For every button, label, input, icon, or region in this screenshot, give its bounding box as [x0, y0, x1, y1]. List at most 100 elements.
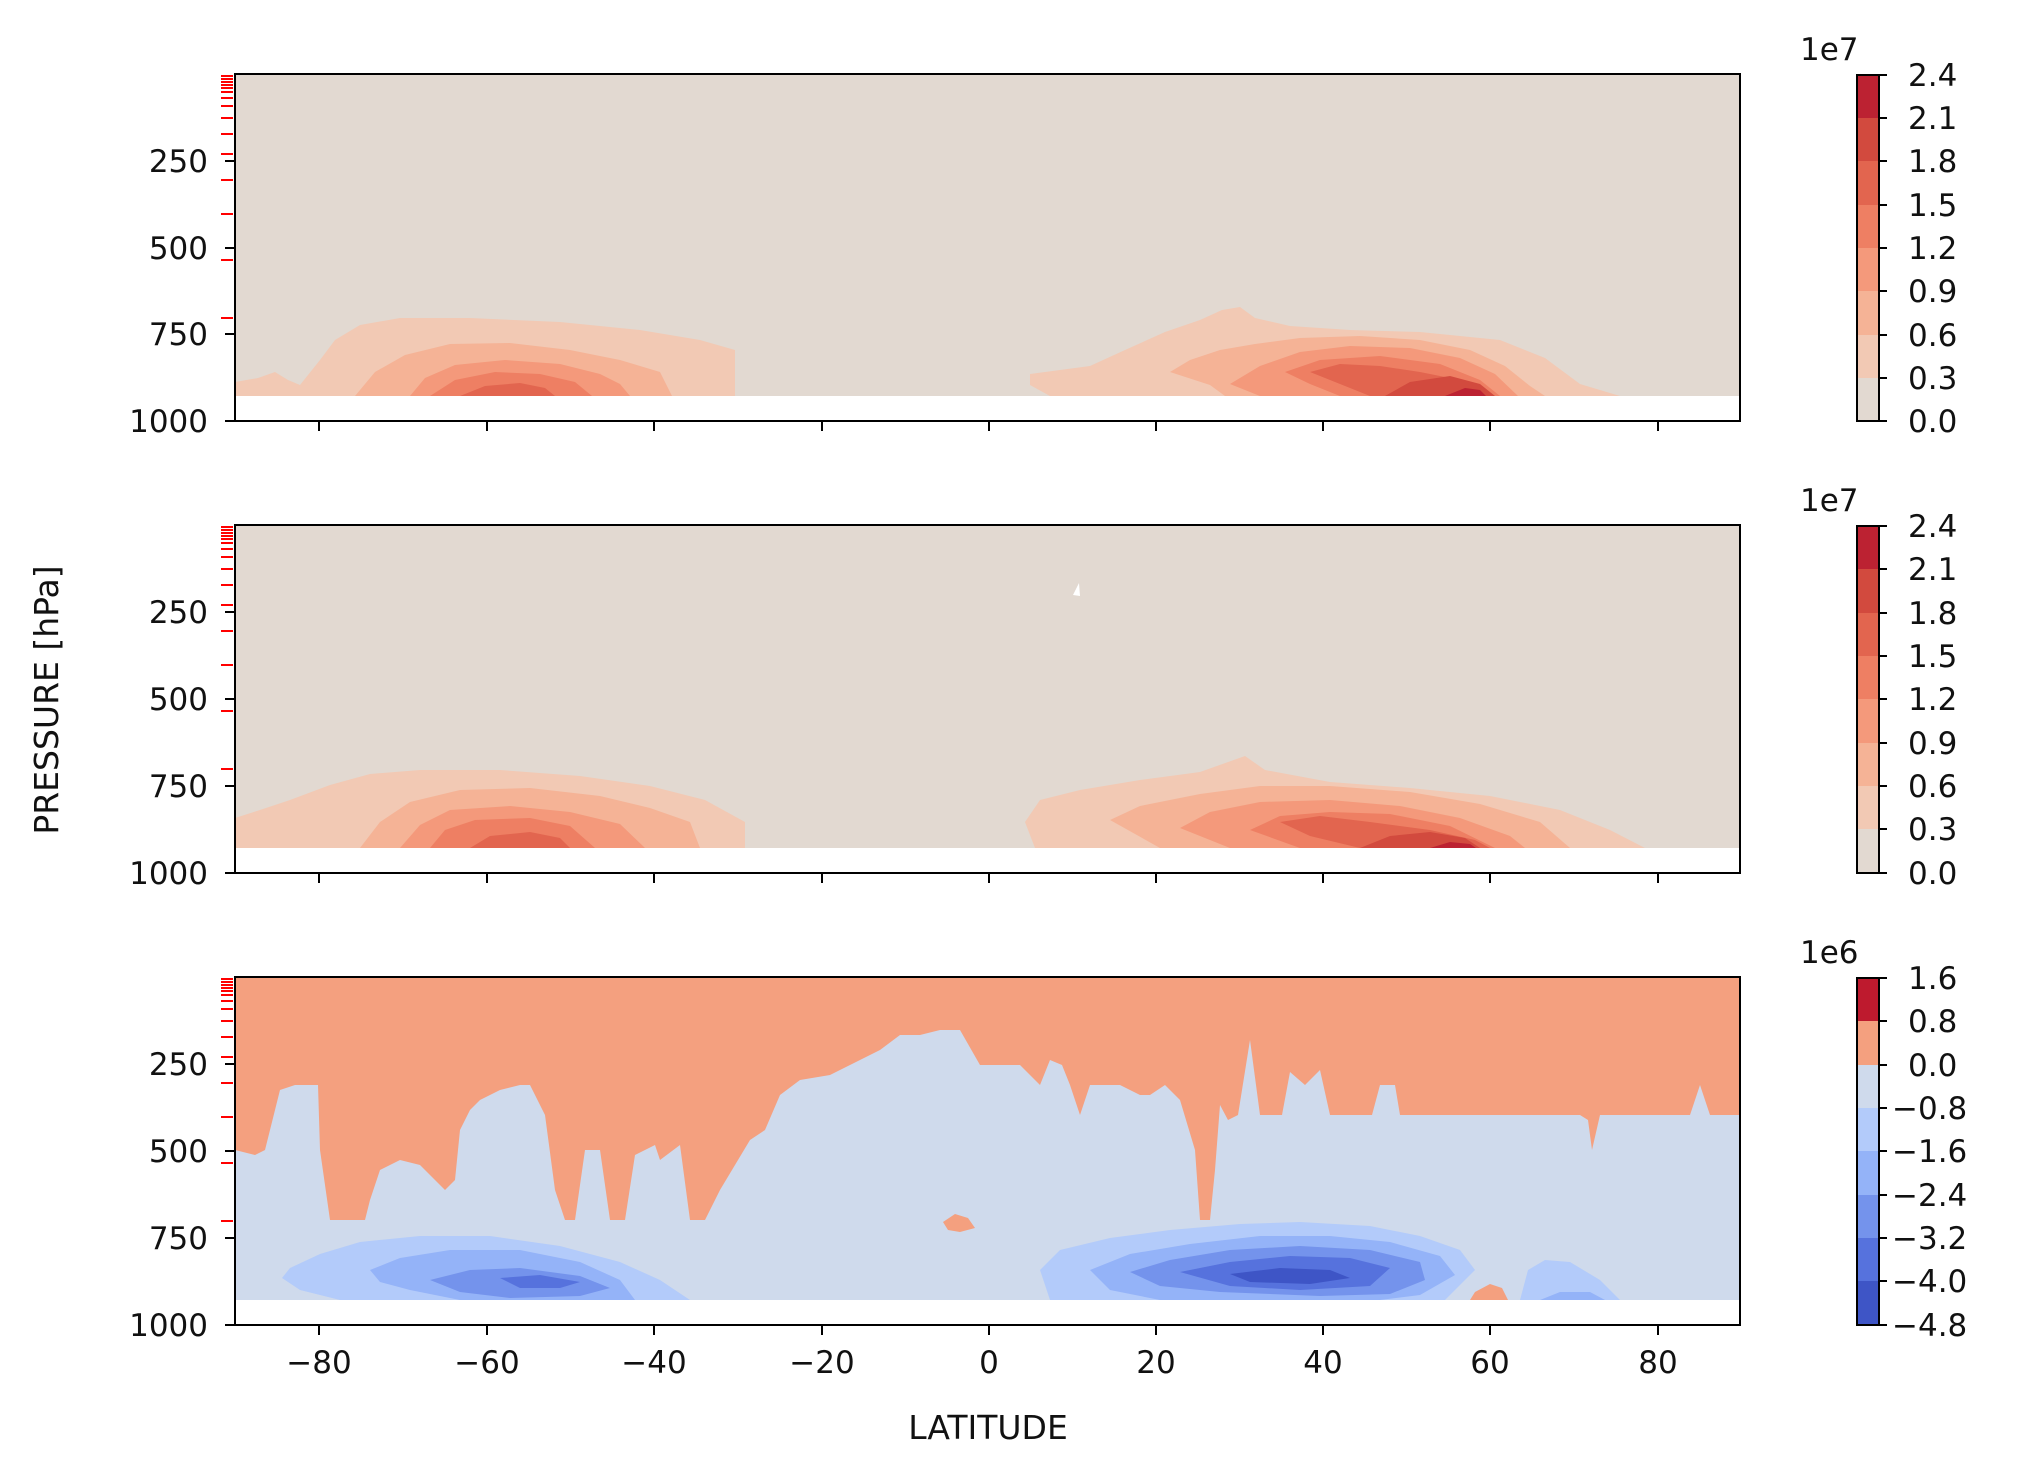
panel-1-y-tick-1000: 1000 [129, 404, 208, 440]
colorbar-2-segment-4 [1857, 699, 1879, 743]
panel-3-positive-blob-equator [943, 1214, 975, 1232]
panel-1-contour-level-1-5 [460, 383, 555, 396]
panel-3-x-ticks: −80 −60 −40 −20 0 20 40 60 80 [286, 1325, 1678, 1381]
colorbar-1-tick-label-2: 1.8 [1908, 144, 1957, 180]
colorbar-1-tick-label-7: 0.3 [1908, 361, 1957, 397]
colorbar-3-tick-label-2: 0.0 [1908, 1048, 1957, 1084]
panel-2-y-tick-500: 500 [149, 682, 208, 718]
panel-2-missing-value-notch [1073, 583, 1080, 596]
colorbar-1-tick-label-6: 0.6 [1908, 318, 1957, 354]
panel-3-contour-level-neg-0-8-far-north [1520, 1260, 1620, 1300]
colorbar-3-scale-label: 1e6 [1800, 935, 1859, 971]
colorbar-1-segment-8 [1857, 75, 1879, 118]
colorbar-1-tick-label-0: 2.4 [1908, 58, 1957, 94]
panel-1: 250 500 750 1000 [129, 32, 1957, 440]
panel-2-contour-level-2-1-north [1430, 842, 1476, 848]
colorbar-1-segment-3 [1857, 291, 1879, 335]
panel-3-y-ticks: 250 500 750 1000 [129, 1047, 235, 1344]
panel-3-x-tick-0: 0 [979, 1345, 999, 1381]
panel-3-x-tick-60: 60 [1470, 1345, 1509, 1381]
panel-2-contour-level-1-5 [470, 832, 570, 848]
panel-1-y-tick-250: 250 [149, 144, 208, 180]
colorbar-2-segment-6 [1857, 613, 1879, 656]
colorbar-1-segment-5 [1857, 205, 1879, 248]
colorbar-1-tick-label-1: 2.1 [1908, 101, 1957, 137]
colorbar-3-tick-label-7: −4.0 [1892, 1264, 1967, 1300]
colorbar-1-scale-label: 1e7 [1800, 32, 1859, 68]
panel-3-positive-region [235, 977, 1740, 1220]
colorbar-2-scale-label: 1e7 [1800, 483, 1859, 519]
panel-3-contour-level-neg-3-2 [500, 1275, 580, 1288]
colorbar-1-tick-label-5: 0.9 [1908, 274, 1957, 310]
colorbar-3-segment-2 [1857, 1238, 1879, 1281]
panel-1-contour-field [235, 74, 1740, 396]
panel-3-x-tick-neg40: −40 [621, 1345, 686, 1381]
y-axis-title: PRESSURE [hPa] [27, 565, 66, 834]
colorbar-3-tick-label-1: 0.8 [1908, 1004, 1957, 1040]
colorbar-2-tick-label-1: 2.1 [1908, 552, 1957, 588]
panel-1-colorbar: 2.4 2.1 1.8 1.5 1.2 0.9 0.6 0.3 0.0 1e7 [1800, 32, 1957, 440]
panel-2-y-ticks: 250 500 750 1000 [129, 595, 235, 892]
colorbar-1-tick-label-3: 1.5 [1908, 188, 1957, 224]
colorbar-3-tick-label-4: −1.6 [1892, 1134, 1967, 1170]
colorbar-1-segment-7 [1857, 118, 1879, 161]
colorbar-1-segment-6 [1857, 161, 1879, 205]
colorbar-1-segment-1 [1857, 378, 1879, 421]
panel-3-y-tick-500: 500 [149, 1134, 208, 1170]
colorbar-2-tick-label-7: 0.3 [1908, 812, 1957, 848]
panel-2: 250 500 750 1000 [129, 483, 1957, 892]
colorbar-3-tick-label-5: −2.4 [1892, 1178, 1967, 1214]
colorbar-2-tick-label-2: 1.8 [1908, 596, 1957, 632]
panel-3-x-tick-neg60: −60 [454, 1345, 519, 1381]
colorbar-3-segment-5 [1857, 1108, 1879, 1151]
panel-2-contour-field [235, 525, 1740, 848]
panel-2-minor-ticks [221, 526, 233, 770]
colorbar-2-ticks [1879, 525, 1887, 874]
panel-3-x-tick-neg20: −20 [789, 1345, 854, 1381]
x-axis-title: LATITUDE [908, 1408, 1068, 1447]
panel-3: 250 500 750 1000 −80 −60 −40 −20 0 20 40… [129, 935, 1967, 1381]
colorbar-3-segment-1 [1857, 1281, 1879, 1325]
colorbar-2-tick-label-8: 0.0 [1908, 856, 1957, 892]
colorbar-3-segment-3 [1857, 1195, 1879, 1238]
colorbar-3-ticks [1879, 977, 1887, 1326]
colorbar-2-segment-2 [1857, 786, 1879, 829]
panel-3-x-tick-20: 20 [1136, 1345, 1175, 1381]
panel-2-colorbar: 2.4 2.1 1.8 1.5 1.2 0.9 0.6 0.3 0.0 1e7 [1800, 483, 1957, 892]
colorbar-1-segment-4 [1857, 248, 1879, 291]
colorbar-1-tick-label-4: 1.2 [1908, 231, 1957, 267]
colorbar-3-segment-4 [1857, 1151, 1879, 1195]
panel-3-x-tick-neg80: −80 [286, 1345, 351, 1381]
colorbar-2-tick-label-6: 0.6 [1908, 769, 1957, 805]
panel-3-contour-field [235, 977, 1740, 1300]
colorbar-3-tick-label-8: −4.8 [1892, 1308, 1967, 1344]
panel-2-y-tick-1000: 1000 [129, 856, 208, 892]
colorbar-1-segment-2 [1857, 335, 1879, 378]
panel-3-y-tick-250: 250 [149, 1047, 208, 1083]
colorbar-2-segment-7 [1857, 569, 1879, 613]
colorbar-3-segment-8 [1857, 978, 1879, 1021]
panel-3-contour-level-neg-1-6-far-north [1540, 1292, 1605, 1300]
panel-3-y-tick-750: 750 [149, 1221, 208, 1257]
colorbar-2-tick-label-3: 1.5 [1908, 639, 1957, 675]
colorbar-3-segment-7 [1857, 1021, 1879, 1065]
colorbar-2-segment-5 [1857, 656, 1879, 699]
colorbar-2-segment-8 [1857, 526, 1879, 569]
colorbar-3-tick-label-6: −3.2 [1892, 1221, 1967, 1257]
colorbar-2-segment-3 [1857, 743, 1879, 786]
colorbar-2-segment-1 [1857, 829, 1879, 873]
panel-1-x-ticks [318, 421, 1659, 431]
colorbar-2-tick-label-0: 2.4 [1908, 509, 1957, 545]
panel-2-y-tick-750: 750 [149, 769, 208, 805]
colorbar-3-segment-6 [1857, 1065, 1879, 1108]
panel-3-positive-blob-north [1470, 1284, 1508, 1300]
colorbar-2-tick-label-4: 1.2 [1908, 682, 1957, 718]
panel-3-colorbar: 1.6 0.8 0.0 −0.8 −1.6 −2.4 −3.2 −4.0 −4.… [1800, 935, 1967, 1344]
panel-2-y-tick-250: 250 [149, 595, 208, 631]
colorbar-2-tick-label-5: 0.9 [1908, 726, 1957, 762]
colorbar-1-tick-label-8: 0.0 [1908, 404, 1957, 440]
panel-3-minor-ticks [221, 978, 233, 1222]
colorbar-3-tick-label-0: 1.6 [1908, 961, 1957, 997]
panel-1-y-ticks: 250 500 750 1000 [129, 144, 235, 440]
